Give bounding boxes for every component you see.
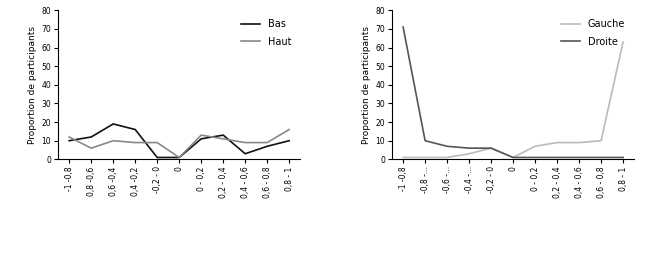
Y-axis label: Proportion de participants: Proportion de participants: [28, 26, 38, 144]
Legend: Gauche, Droite: Gauche, Droite: [557, 15, 629, 51]
Legend: Bas, Haut: Bas, Haut: [237, 15, 295, 51]
Y-axis label: Proportion de participants: Proportion de participants: [362, 26, 371, 144]
